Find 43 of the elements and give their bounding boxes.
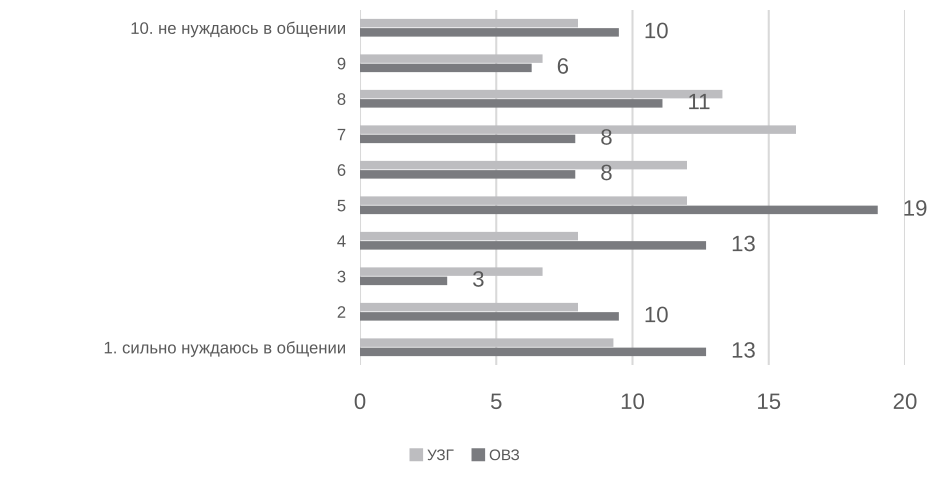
bar xyxy=(360,64,532,72)
y-tick-label: 8 xyxy=(338,93,346,105)
bar xyxy=(360,54,543,63)
data-label: 8 xyxy=(601,129,612,145)
y-tick-label: 10. не нуждаюсь в общении xyxy=(132,22,345,38)
bar xyxy=(360,206,878,214)
x-tick-label: 15 xyxy=(758,394,780,410)
bar xyxy=(360,196,687,205)
bar xyxy=(360,170,576,179)
data-label: 13 xyxy=(732,342,755,358)
bar xyxy=(360,99,662,108)
y-tick-label: 4 xyxy=(337,235,346,247)
bar xyxy=(360,134,576,144)
data-label: 10 xyxy=(646,22,668,38)
bar xyxy=(360,338,614,347)
y-tick-label: 3 xyxy=(337,270,346,282)
y-tick-label: 6 xyxy=(338,164,346,176)
legend-label: ОВЗ xyxy=(490,449,520,460)
data-label: 3 xyxy=(473,271,484,287)
y-tick-label: 1. сильно нуждаюсь в общении xyxy=(104,341,345,357)
data-label: 6 xyxy=(558,58,568,74)
data-label: 11 xyxy=(689,94,710,110)
bar xyxy=(360,232,578,240)
x-tick-label: 20 xyxy=(894,393,916,410)
y-tick-label: 5 xyxy=(338,200,346,212)
data-label: 19 xyxy=(904,200,926,216)
x-tick-label: 5 xyxy=(490,394,502,410)
data-label: 13 xyxy=(732,236,755,252)
data-label: 8 xyxy=(601,164,612,180)
bar xyxy=(360,302,578,312)
y-tick-label: 7 xyxy=(338,128,346,140)
legend-label: УЗГ xyxy=(427,449,454,460)
bar xyxy=(360,276,448,286)
bar xyxy=(360,28,619,37)
x-tick-label: 0 xyxy=(354,393,366,410)
bar xyxy=(360,312,619,321)
bar xyxy=(360,18,578,28)
data-label: 10 xyxy=(646,306,668,322)
y-tick-label: 2 xyxy=(338,306,346,318)
y-tick-label: 9 xyxy=(338,58,346,70)
x-tick-label: 10 xyxy=(622,393,644,410)
bar xyxy=(360,348,706,356)
bar xyxy=(360,241,706,250)
